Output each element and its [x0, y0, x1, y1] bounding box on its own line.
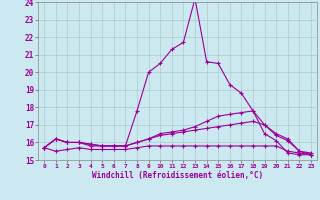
X-axis label: Windchill (Refroidissement éolien,°C): Windchill (Refroidissement éolien,°C): [92, 171, 263, 180]
